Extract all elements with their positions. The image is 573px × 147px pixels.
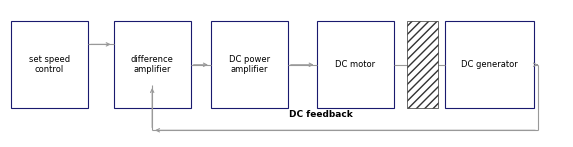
Text: DC motor: DC motor [335, 60, 375, 69]
Text: DC feedback: DC feedback [289, 110, 352, 119]
Bar [445, 21, 533, 108]
Text: set speed
control: set speed control [29, 55, 70, 75]
Text: difference
amplifier: difference amplifier [131, 55, 174, 75]
Bar [113, 21, 191, 108]
Bar [316, 21, 394, 108]
Bar [211, 21, 288, 108]
Text: DC power
amplifier: DC power amplifier [229, 55, 270, 75]
Bar [407, 21, 438, 108]
Text: DC generator: DC generator [461, 60, 518, 69]
Bar [11, 21, 88, 108]
